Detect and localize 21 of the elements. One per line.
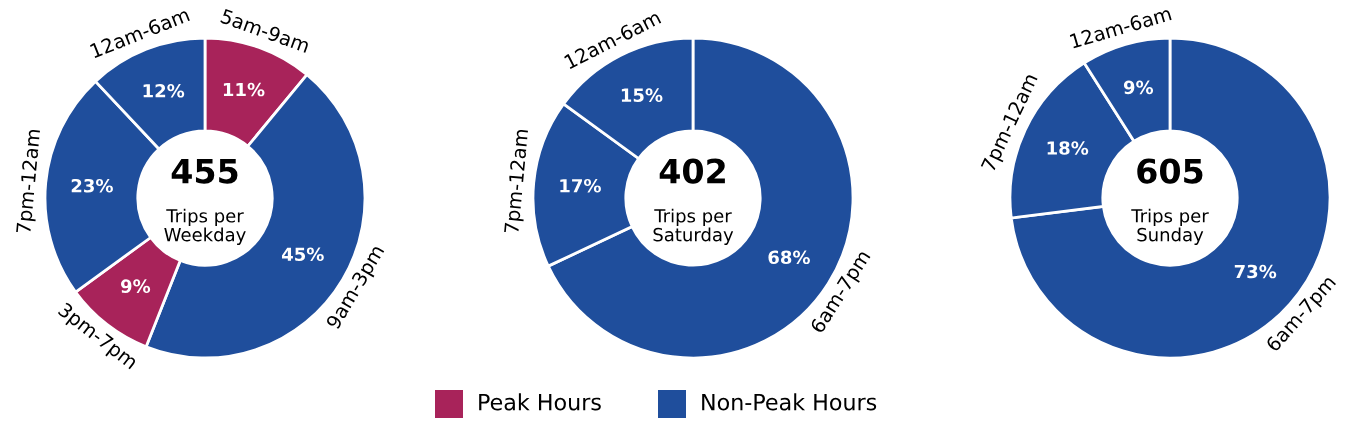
data-label: 23% bbox=[71, 178, 113, 193]
data-label: 12% bbox=[143, 83, 185, 98]
data-label: 73% bbox=[1234, 264, 1277, 279]
data-label: 18% bbox=[1047, 141, 1089, 155]
text: Non-Peak Hours bbox=[702, 393, 877, 411]
text: Trips per Sunday bbox=[1131, 208, 1209, 245]
slice-label: 7pm-12am bbox=[503, 129, 532, 234]
slice-label: 7pm-12am bbox=[15, 129, 44, 234]
data-label: 15% bbox=[621, 88, 663, 103]
data-label: 17% bbox=[560, 178, 601, 193]
text: 605 bbox=[1137, 158, 1203, 184]
text: 402 bbox=[659, 158, 725, 184]
text: Trips per Weekday bbox=[164, 208, 246, 245]
text: Peak Hours bbox=[479, 393, 601, 411]
text: Trips per Saturday bbox=[653, 208, 734, 245]
data-label: 68% bbox=[768, 250, 810, 265]
data-label: 9% bbox=[1123, 80, 1154, 95]
data-label: 45% bbox=[281, 247, 324, 262]
text: 455 bbox=[171, 158, 238, 184]
data-label: 9% bbox=[120, 279, 151, 293]
data-label: 11% bbox=[223, 82, 265, 97]
